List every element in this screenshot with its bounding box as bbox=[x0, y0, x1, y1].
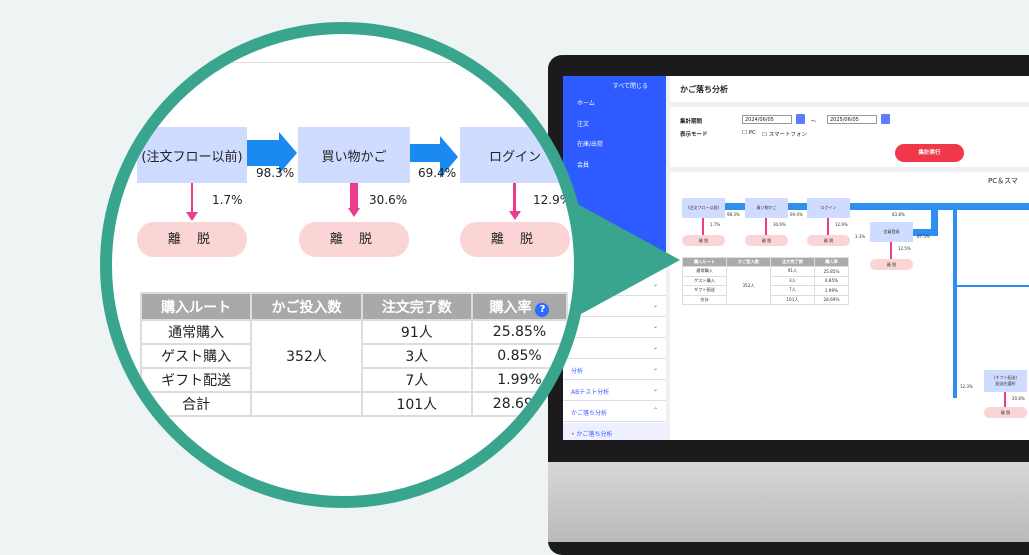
cart-total: 352人 bbox=[250, 319, 363, 393]
sidebar-group[interactable]: ⌄ bbox=[563, 339, 666, 359]
page-title: かご落ち分析 bbox=[670, 76, 1029, 102]
purchase-route-table: 購入ルート かご投入数 注文完了数 購入率? 通常購入 352人 91人 25.85% ゲス… bbox=[139, 292, 569, 417]
pc-checkbox[interactable]: ☐ PC bbox=[742, 130, 756, 136]
dropoff-arrow bbox=[513, 183, 516, 212]
flow-arrow bbox=[788, 203, 807, 210]
chart-heading: PC＆スマ bbox=[988, 177, 1018, 185]
col-completed: 注文完了数 bbox=[360, 292, 473, 321]
header-divider bbox=[112, 62, 574, 63]
flow-arrow bbox=[913, 229, 933, 236]
dropoff-pct: 12.5% bbox=[898, 246, 911, 251]
transition-pct: 87.5% bbox=[917, 234, 930, 239]
sidebar-group[interactable]: ⌄ bbox=[563, 318, 666, 338]
col-cart: かご投入数 bbox=[250, 292, 363, 321]
flow-step: 会員登録 bbox=[870, 222, 913, 242]
purchase-table-small: 購入ルート かご投入数 注文完了数 購入率 通常購入 352人 91人 25.85% ゲスト… bbox=[682, 257, 850, 305]
flow-line bbox=[953, 285, 1029, 287]
date-from-input[interactable]: 2024/06/05 bbox=[742, 115, 792, 124]
dropoff-line bbox=[702, 218, 704, 235]
sidebar-item-home[interactable]: ホーム bbox=[577, 100, 595, 107]
transition-pct: 98.3% bbox=[256, 166, 295, 180]
dropoff-pill: 離 脱 bbox=[984, 407, 1027, 418]
flow-arrow bbox=[247, 132, 297, 174]
flow-arrow bbox=[410, 136, 458, 178]
sidebar-group-cart-abandon[interactable]: かご落ち分析 ⌃ bbox=[563, 402, 666, 422]
dropoff-pill: 離 脱 bbox=[137, 222, 247, 257]
dropoff-arrow bbox=[350, 183, 358, 209]
col-rate: 購入率? bbox=[470, 292, 569, 321]
flow-step: (ギフト配送) 配送先選択 bbox=[984, 370, 1027, 392]
dropoff-pill: 離 脱 bbox=[870, 259, 913, 270]
table-row: ギフト配送 7人 1.99% bbox=[139, 367, 569, 393]
smartphone-checkbox[interactable]: ☐ スマートフォン bbox=[762, 132, 808, 138]
dropoff-pct: 1.7% bbox=[710, 222, 721, 227]
transition-pct: 69.4% bbox=[790, 212, 803, 217]
period-label: 集計期間 bbox=[680, 119, 703, 125]
date-to-input[interactable]: 2025/06/05 bbox=[827, 115, 877, 124]
calendar-icon[interactable] bbox=[796, 114, 805, 124]
dropoff-line bbox=[827, 218, 829, 235]
sidebar-item-members[interactable]: 会員 bbox=[577, 162, 590, 169]
dropoff-pct: 30.6% bbox=[369, 193, 408, 207]
dropoff-pct: 12.9% bbox=[533, 193, 572, 207]
dropoff-pill: 離 脱 bbox=[682, 235, 725, 246]
transition-pct: 83.8% bbox=[892, 212, 905, 217]
table-row: 通常購入 352人 91人 25.85% bbox=[139, 319, 569, 393]
sidebar-group-analysis[interactable]: 分析 ⌄ bbox=[563, 360, 666, 380]
flow-step-cart: 買い物かご bbox=[298, 127, 410, 183]
transition-pct: 12.3% bbox=[960, 384, 973, 389]
sidebar-item-stock[interactable]: 在庫/出荷 bbox=[577, 141, 604, 148]
table-row: ゲスト購入 3人 0.85% bbox=[139, 343, 569, 369]
magnifier-circle: (注文フロー以前) 買い物かご ログイン 98.3% 69.4% 1.7% 30… bbox=[100, 22, 586, 508]
help-icon[interactable]: ? bbox=[535, 302, 550, 317]
sidebar-item-orders[interactable]: 注文 bbox=[577, 121, 590, 128]
transition-pct: 98.3% bbox=[727, 212, 740, 217]
flow-step: 買い物かご bbox=[745, 198, 788, 218]
date-separator: 〜 bbox=[811, 119, 817, 125]
sidebar-item-active[interactable]: • かご落ち分析 bbox=[563, 423, 666, 440]
dropoff-pill: 離 脱 bbox=[299, 222, 409, 257]
flow-arrow bbox=[850, 203, 1029, 210]
flow-step: (注文フロー以前) bbox=[682, 198, 725, 218]
monitor-screen: すべて閉じる ホーム 注文 在庫/出荷 会員 ⌄ ⌄ ⌄ ⌄ 分析 ⌄ ABテスト… bbox=[563, 76, 1029, 440]
flow-step-login: ログイン bbox=[460, 127, 570, 183]
dropoff-arrow bbox=[191, 183, 193, 213]
dropoff-pct: 30.6% bbox=[773, 222, 786, 227]
magnifier-pointer bbox=[570, 200, 680, 320]
flow-arrow bbox=[725, 203, 745, 210]
calendar-icon[interactable] bbox=[881, 114, 890, 124]
flow-step-pre-order: (注文フロー以前) bbox=[137, 127, 247, 183]
flow-chart: PC＆スマ (注文フロー以前) 買い物かご ログイン 98.3% 69.4% 8… bbox=[670, 172, 1029, 440]
flow-step: ログイン bbox=[807, 198, 850, 218]
table-row-total: 合計 101人 28.69% bbox=[139, 391, 569, 417]
dropoff-pct: 12.9% bbox=[835, 222, 848, 227]
mode-label: 表示モード bbox=[680, 132, 708, 138]
flow-line bbox=[953, 210, 957, 398]
filter-panel: 集計期間 2024/06/05 〜 2025/06/05 表示モード ☐ PC … bbox=[670, 107, 1029, 167]
dropoff-pct: 1.7% bbox=[212, 193, 243, 207]
dropoff-pill: 離 脱 bbox=[460, 222, 570, 257]
dropoff-pill: 離 脱 bbox=[807, 235, 850, 246]
collapse-all-button[interactable]: すべて閉じる bbox=[612, 83, 648, 90]
dropoff-pct: 20.8% bbox=[1012, 396, 1025, 401]
transition-pct: 3.3% bbox=[855, 234, 866, 239]
dropoff-line bbox=[1004, 392, 1006, 407]
dropoff-line bbox=[765, 218, 767, 235]
col-route: 購入ルート bbox=[139, 292, 253, 321]
transition-pct: 69.4% bbox=[418, 166, 457, 180]
run-button[interactable]: 集計実行 bbox=[895, 144, 964, 162]
monitor-chin bbox=[548, 462, 1029, 542]
dropoff-line bbox=[890, 242, 892, 259]
flow-arrow bbox=[931, 210, 938, 236]
dropoff-pill: 離 脱 bbox=[745, 235, 788, 246]
sidebar-group-abtest[interactable]: ABテスト分析 ⌄ bbox=[563, 381, 666, 401]
